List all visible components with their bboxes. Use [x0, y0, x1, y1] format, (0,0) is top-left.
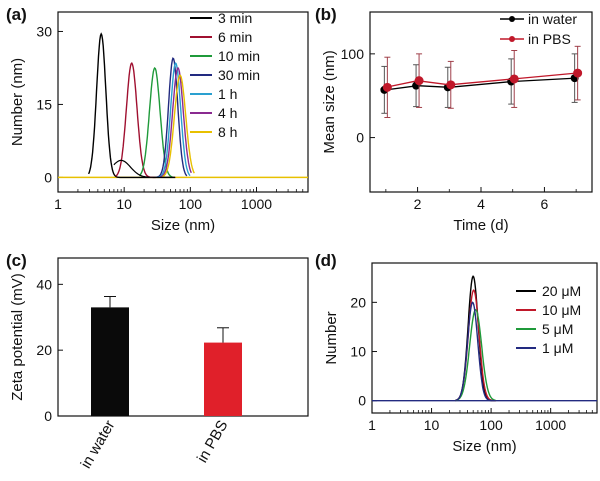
- panel-c-frame: [57, 257, 309, 417]
- panel-d-ytick-label: 0: [358, 393, 366, 409]
- panel-b-legend-label: in PBS: [528, 31, 571, 47]
- panel-a-legend-label: 10 min: [218, 48, 260, 64]
- panel-d-series-2: [455, 308, 496, 402]
- panel-a-xtick-label: 100: [179, 196, 203, 212]
- panel-d-xtick-label: 1: [368, 417, 376, 433]
- panel-b-ytick-label: 100: [341, 46, 365, 62]
- panel-d-ytick-label: 10: [350, 344, 366, 360]
- panel-d-legend-label: 20 μM: [542, 283, 581, 299]
- panel-c-ytick-label: 40: [36, 276, 52, 292]
- panel-b-ytick-label: 0: [356, 130, 364, 146]
- panel-b-point: [509, 74, 519, 84]
- panel-a-series-6: [162, 74, 195, 178]
- panel-a-ytick-label: 0: [44, 169, 52, 185]
- panel-c-bar: [91, 307, 129, 416]
- panel-b-label: (b): [315, 5, 337, 24]
- panel-d-legend-label: 10 μM: [542, 302, 581, 318]
- panel-c-ytick-label: 0: [44, 408, 52, 424]
- panel-b-point: [414, 76, 424, 86]
- panel-d-ytick-label: 20: [350, 294, 366, 310]
- panel-a-xtick-label: 10: [116, 196, 132, 212]
- panel-c-ylabel: Zeta potential (mV): [9, 273, 26, 401]
- panel-d-series-1: [455, 289, 496, 402]
- panel-a-legend-label: 4 h: [218, 105, 237, 121]
- panel-d-frame: [371, 262, 598, 414]
- panel-a-series-5: [159, 66, 192, 178]
- panel-b-legend-marker: [509, 36, 515, 42]
- panel-c-bar: [204, 342, 242, 416]
- panel-c-category-label: in PBS: [194, 418, 232, 466]
- panel-b-legend-label: in water: [528, 11, 577, 27]
- panel-b-point: [382, 82, 392, 92]
- panel-a-label: (a): [6, 5, 27, 24]
- panel-a-legend-label: 6 min: [218, 29, 252, 45]
- panel-b-xtick-label: 4: [477, 196, 485, 212]
- panel-b-xtick-label: 6: [541, 196, 549, 212]
- panel-c-ytick-label: 20: [36, 342, 52, 358]
- panel-a-legend-label: 8 h: [218, 124, 237, 140]
- panel-b-point: [446, 80, 456, 90]
- panel-d-xtick-label: 1000: [535, 417, 566, 433]
- panel-c-label: (c): [6, 251, 27, 270]
- panel-d-xtick-label: 10: [424, 417, 440, 433]
- panel-b-legend-marker: [509, 16, 515, 22]
- panel-a-legend-label: 3 min: [218, 10, 252, 26]
- panel-d-legend-label: 1 μM: [542, 340, 573, 356]
- panel-a-xlabel: Size (nm): [151, 217, 215, 234]
- panel-d-xlabel: Size (nm): [452, 438, 516, 455]
- panel-a-legend-label: 30 min: [218, 67, 260, 83]
- panel-b-xlabel: Time (d): [453, 217, 508, 234]
- panel-d-series-3: [455, 301, 496, 402]
- panel-d-label: (d): [315, 251, 337, 270]
- panel-b-xtick-label: 2: [414, 196, 422, 212]
- panel-a-ylabel: Number (nm): [9, 58, 26, 146]
- panel-a-frame: [57, 11, 309, 193]
- panel-d-ylabel: Number: [323, 311, 340, 364]
- panel-d-xtick-label: 100: [479, 417, 503, 433]
- panel-a-series-0: [87, 32, 176, 179]
- panel-b-ylabel: Mean size (nm): [321, 50, 338, 153]
- panel-a-series-4: [157, 62, 191, 178]
- panel-a-xtick-label: 1: [54, 196, 62, 212]
- panel-a-series-3: [155, 57, 188, 178]
- panel-a-xtick-label: 1000: [241, 196, 272, 212]
- panel-a-series-0-tail: [113, 159, 175, 178]
- panel-c-category-label: in water: [77, 418, 118, 472]
- panel-d-legend-label: 5 μM: [542, 321, 573, 337]
- panel-a-ytick-label: 30: [36, 23, 52, 39]
- panel-b-point: [573, 68, 583, 78]
- panel-a-legend-label: 1 h: [218, 86, 237, 102]
- panel-a-ytick-label: 15: [36, 96, 52, 112]
